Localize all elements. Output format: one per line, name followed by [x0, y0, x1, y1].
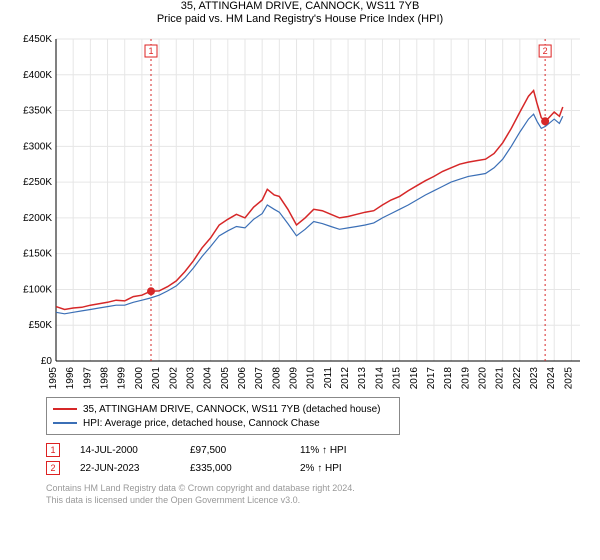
svg-text:2006: 2006 — [237, 367, 248, 390]
svg-text:2025: 2025 — [563, 367, 574, 390]
svg-text:£0: £0 — [41, 356, 53, 367]
svg-text:2015: 2015 — [392, 367, 403, 390]
svg-text:2005: 2005 — [220, 367, 231, 390]
transaction-price: £97,500 — [190, 445, 300, 456]
svg-text:£300K: £300K — [23, 141, 52, 152]
svg-text:2011: 2011 — [323, 367, 334, 389]
footer-attribution: Contains HM Land Registry data © Crown c… — [46, 483, 590, 506]
svg-text:2024: 2024 — [546, 367, 557, 390]
svg-text:£200K: £200K — [23, 213, 52, 224]
legend: 35, ATTINGHAM DRIVE, CANNOCK, WS11 7YB (… — [46, 397, 400, 435]
svg-text:£100K: £100K — [23, 284, 52, 295]
transactions-table: 1 14-JUL-2000 £97,500 11% ↑ HPI 2 22-JUN… — [46, 441, 590, 477]
svg-text:2018: 2018 — [443, 367, 454, 390]
svg-text:2001: 2001 — [151, 367, 162, 390]
svg-text:2013: 2013 — [357, 367, 368, 390]
svg-text:2017: 2017 — [426, 367, 437, 390]
svg-text:2008: 2008 — [271, 367, 282, 390]
svg-text:2007: 2007 — [254, 367, 265, 390]
table-row: 2 22-JUN-2023 £335,000 2% ↑ HPI — [46, 459, 590, 477]
chart-subtitle: Price paid vs. HM Land Registry's House … — [0, 13, 600, 25]
svg-text:2012: 2012 — [340, 367, 351, 390]
svg-text:1: 1 — [148, 46, 153, 56]
svg-text:1997: 1997 — [82, 367, 93, 390]
transaction-price: £335,000 — [190, 463, 300, 474]
svg-text:1996: 1996 — [65, 367, 76, 390]
footer-line: Contains HM Land Registry data © Crown c… — [46, 483, 590, 495]
svg-text:2002: 2002 — [168, 367, 179, 390]
svg-text:£450K: £450K — [23, 34, 52, 45]
legend-item: HPI: Average price, detached house, Cann… — [53, 416, 393, 430]
legend-label: HPI: Average price, detached house, Cann… — [83, 418, 320, 429]
svg-text:2022: 2022 — [512, 367, 523, 390]
legend-swatch — [53, 422, 77, 424]
legend-label: 35, ATTINGHAM DRIVE, CANNOCK, WS11 7YB (… — [83, 404, 381, 415]
svg-text:2014: 2014 — [374, 367, 385, 390]
legend-item: 35, ATTINGHAM DRIVE, CANNOCK, WS11 7YB (… — [53, 402, 393, 416]
chart-svg: £0 £50K £100K £150K £200K £250K £300K £350K £400… — [10, 31, 590, 391]
transaction-delta: 2% ↑ HPI — [300, 463, 410, 474]
svg-text:£250K: £250K — [23, 177, 52, 188]
svg-text:2009: 2009 — [289, 367, 300, 390]
svg-text:1999: 1999 — [117, 367, 128, 390]
svg-text:2000: 2000 — [134, 367, 145, 390]
svg-text:£350K: £350K — [23, 106, 52, 117]
svg-text:2010: 2010 — [306, 367, 317, 390]
table-row: 1 14-JUL-2000 £97,500 11% ↑ HPI — [46, 441, 590, 459]
transaction-date: 14-JUL-2000 — [80, 445, 190, 456]
transaction-delta: 11% ↑ HPI — [300, 445, 410, 456]
legend-swatch — [53, 408, 77, 410]
svg-text:2003: 2003 — [185, 367, 196, 390]
svg-text:2020: 2020 — [478, 367, 489, 390]
svg-text:2023: 2023 — [529, 367, 540, 390]
svg-text:£50K: £50K — [29, 320, 53, 331]
transaction-index-badge: 2 — [46, 461, 60, 475]
svg-text:2004: 2004 — [203, 367, 214, 390]
svg-text:£400K: £400K — [23, 70, 52, 81]
svg-text:2016: 2016 — [409, 367, 420, 390]
chart-area: £0 £50K £100K £150K £200K £250K £300K £350K £400… — [10, 31, 590, 391]
chart-title: 35, ATTINGHAM DRIVE, CANNOCK, WS11 7YB — [0, 0, 600, 12]
svg-text:2021: 2021 — [495, 367, 506, 390]
footer-line: This data is licensed under the Open Gov… — [46, 495, 590, 507]
transaction-date: 22-JUN-2023 — [80, 463, 190, 474]
svg-text:2: 2 — [543, 46, 548, 56]
svg-text:2019: 2019 — [460, 367, 471, 390]
svg-text:1995: 1995 — [48, 367, 59, 390]
transaction-index-badge: 1 — [46, 443, 60, 457]
svg-text:1998: 1998 — [100, 367, 111, 390]
svg-text:£150K: £150K — [23, 249, 52, 260]
